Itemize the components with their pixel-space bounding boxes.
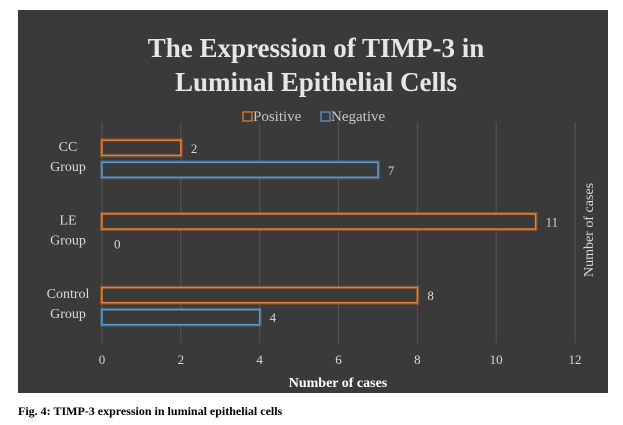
category-label: Group <box>50 234 86 249</box>
data-label: 4 <box>270 310 277 325</box>
data-label: 2 <box>191 141 198 156</box>
gridlines <box>101 122 576 343</box>
category-label: Group <box>50 307 86 322</box>
bars: 2 7 11 0 8 4 <box>100 138 559 327</box>
y-axis-title: Number of cases <box>582 183 597 277</box>
category-labels: CC Group LE Group Control Group <box>47 140 90 322</box>
chart-title-line-1: The Expression of TIMP-3 in <box>148 33 485 63</box>
data-label: 8 <box>427 288 434 303</box>
bar-positive <box>101 139 182 157</box>
data-label: 11 <box>546 215 559 230</box>
x-axis-title: Number of cases <box>289 376 388 391</box>
x-tick-label: 0 <box>99 352 106 367</box>
bar-negative <box>101 161 379 179</box>
data-label: 0 <box>114 237 121 252</box>
legend-swatch-positive <box>242 111 253 122</box>
chart-title-line-2: Luminal Epithelial Cells <box>175 67 457 97</box>
x-tick-label: 2 <box>178 352 185 367</box>
bar-positive <box>101 213 537 230</box>
category-label: LE <box>59 214 76 229</box>
category-label: Group <box>50 160 86 175</box>
legend-label-negative: Negative <box>331 109 385 125</box>
legend-label-positive: Positive <box>253 109 302 125</box>
bar-positive <box>101 286 419 304</box>
x-tick-label: 6 <box>335 352 342 367</box>
x-tick-label: 8 <box>414 352 421 367</box>
bar-negative <box>101 308 261 326</box>
legend: Positive Negative <box>242 109 385 125</box>
x-tick-label: 10 <box>490 352 503 367</box>
legend-swatch-negative <box>320 111 331 122</box>
category-label: Control <box>47 287 90 302</box>
x-tick-label: 4 <box>256 352 263 367</box>
category-label: CC <box>59 140 78 155</box>
chart-svg: The Expression of TIMP-3 in Luminal Epit… <box>47 33 597 391</box>
figure-caption: Fig. 4: TIMP-3 expression in luminal epi… <box>18 404 283 418</box>
x-tick-labels: 0 2 4 6 8 10 12 <box>99 352 582 367</box>
chart-panel: The Expression of TIMP-3 in Luminal Epit… <box>18 10 608 393</box>
x-tick-label: 12 <box>569 352 582 367</box>
data-label: 7 <box>388 163 395 178</box>
